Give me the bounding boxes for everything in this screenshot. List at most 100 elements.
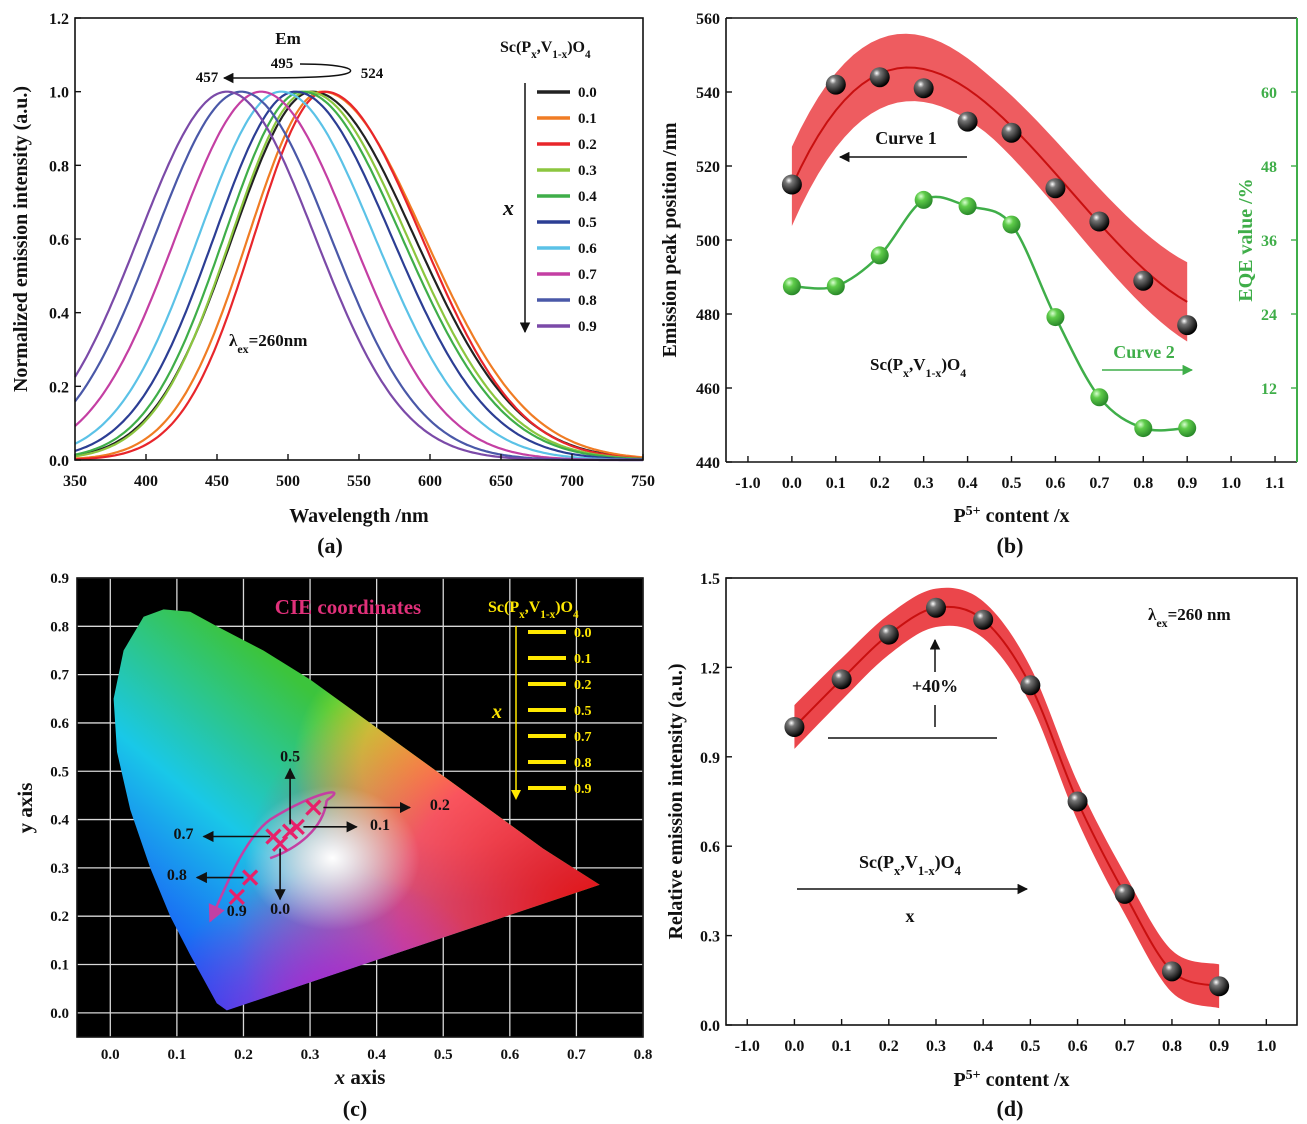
- legend-arrow-head: [511, 790, 521, 800]
- legend-title-part: 4: [585, 49, 591, 61]
- curve2-point-0.3: [914, 190, 933, 209]
- annotation-compound-part: x: [894, 864, 901, 878]
- legend-title-part: ,V: [537, 39, 553, 56]
- curve2-point-0.6: [1046, 308, 1065, 327]
- legend-title-part: x: [531, 49, 537, 61]
- x-axis-label-part: content /x: [981, 1069, 1070, 1091]
- y-tick-label: 0.7: [50, 668, 69, 684]
- x-tick-label: 0.2: [879, 1038, 899, 1055]
- compound-label-part: )O: [941, 355, 960, 374]
- data-point-0.3: [925, 597, 946, 618]
- annotation-excitation-part: ex: [1156, 616, 1167, 630]
- y-tick-label: 0.9: [50, 571, 69, 587]
- annotation-compound-part: 4: [955, 864, 962, 878]
- legend-title-part: 4: [573, 609, 579, 621]
- y-left-tick-label: 460: [696, 381, 720, 398]
- y-left-tick-label: 540: [696, 85, 720, 102]
- x-tick-label: 600: [418, 473, 442, 490]
- x-axis-label-part: P: [953, 505, 965, 527]
- y-left-tick-label: 480: [696, 307, 720, 324]
- y-tick-label: 1.2: [49, 11, 69, 28]
- compound-label-part: Sc(P: [870, 355, 903, 374]
- x-tick-label: -1.0: [735, 1038, 760, 1055]
- curve1-point-0.1: [825, 74, 846, 95]
- curve1-point-0.9: [1177, 315, 1198, 336]
- y-tick-label: 1.5: [700, 571, 720, 588]
- legend-title-part: )O: [555, 599, 573, 616]
- x-tick-label: 0.8: [634, 1047, 653, 1063]
- curve2-line: [791, 195, 1188, 432]
- chart-title: CIE coordinates: [275, 595, 421, 619]
- legend-title-part: 1-x: [540, 609, 555, 621]
- legend-label-0.2: 0.2: [574, 678, 592, 693]
- y-tick-label: 0.0: [49, 453, 69, 470]
- x-tick-label: 550: [347, 473, 371, 490]
- curve1-point-0.8: [1133, 270, 1154, 291]
- x-tick-label: 0.8: [1162, 1038, 1182, 1055]
- legend-title-part: Sc(P: [500, 39, 531, 56]
- point-label-0.7: 0.7: [174, 826, 194, 843]
- x-axis-label-part: axis: [345, 1065, 385, 1089]
- legend-label-0.1: 0.1: [578, 111, 597, 127]
- panel-label-c: (c): [343, 1096, 367, 1121]
- legend-label-0.3: 0.3: [578, 163, 597, 179]
- y-tick-label: 0.4: [50, 813, 69, 829]
- y-tick-label: 0.8: [49, 158, 69, 175]
- panel-c: CIE coordinates Sc(Px,V1-x)O4x0.00.10.20.…: [13, 571, 652, 1089]
- y-right-tick-label: 12: [1261, 381, 1277, 398]
- annotation-increase: +40%: [912, 676, 958, 696]
- annotation-compound-part: )O: [935, 852, 955, 873]
- x-axis-label-part: 5+: [966, 504, 981, 519]
- x-tick-label: 0.1: [168, 1047, 187, 1063]
- y-right-tick-label: 48: [1261, 159, 1277, 176]
- point-label-0.5: 0.5: [280, 749, 300, 766]
- annotation-compound-part: Sc(P: [859, 852, 894, 873]
- legend-label-0.8: 0.8: [578, 293, 597, 309]
- curve2-point-0.8: [1134, 419, 1153, 438]
- annotation-excitation-part: ex: [237, 342, 248, 356]
- legend-title-part: 1-x: [552, 49, 567, 61]
- curve2-point-0.5: [1002, 215, 1021, 234]
- cie-point-0.8: [241, 869, 259, 886]
- x-axis-label-part: 5+: [966, 1068, 981, 1083]
- y-left-tick-label: 560: [696, 11, 720, 28]
- point-label-0.8: 0.8: [167, 867, 187, 884]
- curve1-point-0: [781, 174, 802, 195]
- curve1-point-0.2: [869, 67, 890, 88]
- x-tick-label: 0.4: [973, 1038, 993, 1055]
- x-tick-label: 0.3: [926, 1038, 946, 1055]
- x-tick-label: 0.0: [782, 475, 802, 492]
- curve1-point-0.6: [1045, 178, 1066, 199]
- curve1-confidence-band: [791, 33, 1188, 342]
- x-tick-label: 350: [63, 473, 87, 490]
- x-tick-label: 0.5: [1020, 1038, 1040, 1055]
- x-tick-label: 1.1: [1265, 475, 1285, 492]
- legend-label-0.6: 0.6: [578, 241, 597, 257]
- emission-curve-0.4: [74, 90, 644, 461]
- cie-point-0.9: [228, 888, 245, 906]
- annotation-excitation-part: λ: [229, 331, 238, 350]
- x-tick-label: 0.8: [1133, 475, 1153, 492]
- x-axis-label: Wavelength /nm: [289, 505, 429, 527]
- compound-label-part: x: [903, 366, 909, 380]
- legend-label-0.7: 0.7: [574, 730, 592, 745]
- x-axis-label-part: x: [334, 1065, 346, 1089]
- data-point-0.8: [1161, 961, 1182, 982]
- x-tick-label: 0.3: [301, 1047, 320, 1063]
- x-tick-label: 500: [276, 473, 300, 490]
- x-tick-label: 0.0: [784, 1038, 804, 1055]
- compound-label-part: 1-x: [926, 366, 942, 380]
- x-axis-label-part: content /x: [981, 505, 1070, 527]
- legend-label-0.2: 0.2: [578, 137, 597, 153]
- x-tick-label: 0.1: [832, 1038, 852, 1055]
- curve2-point-0.2: [870, 246, 889, 265]
- y-left-tick-label: 440: [696, 455, 720, 472]
- y-tick-label: 1.0: [49, 85, 69, 102]
- fit-confidence-band: [794, 587, 1220, 1009]
- y-tick-label: 0.6: [49, 232, 69, 249]
- point-label-0.1: 0.1: [370, 817, 390, 834]
- trend-arrow-inner: [269, 800, 328, 860]
- annotation-excitation-part: =260nm: [249, 331, 308, 350]
- y-tick-label: 0.9: [700, 750, 720, 767]
- legend-x-label: x: [502, 195, 514, 220]
